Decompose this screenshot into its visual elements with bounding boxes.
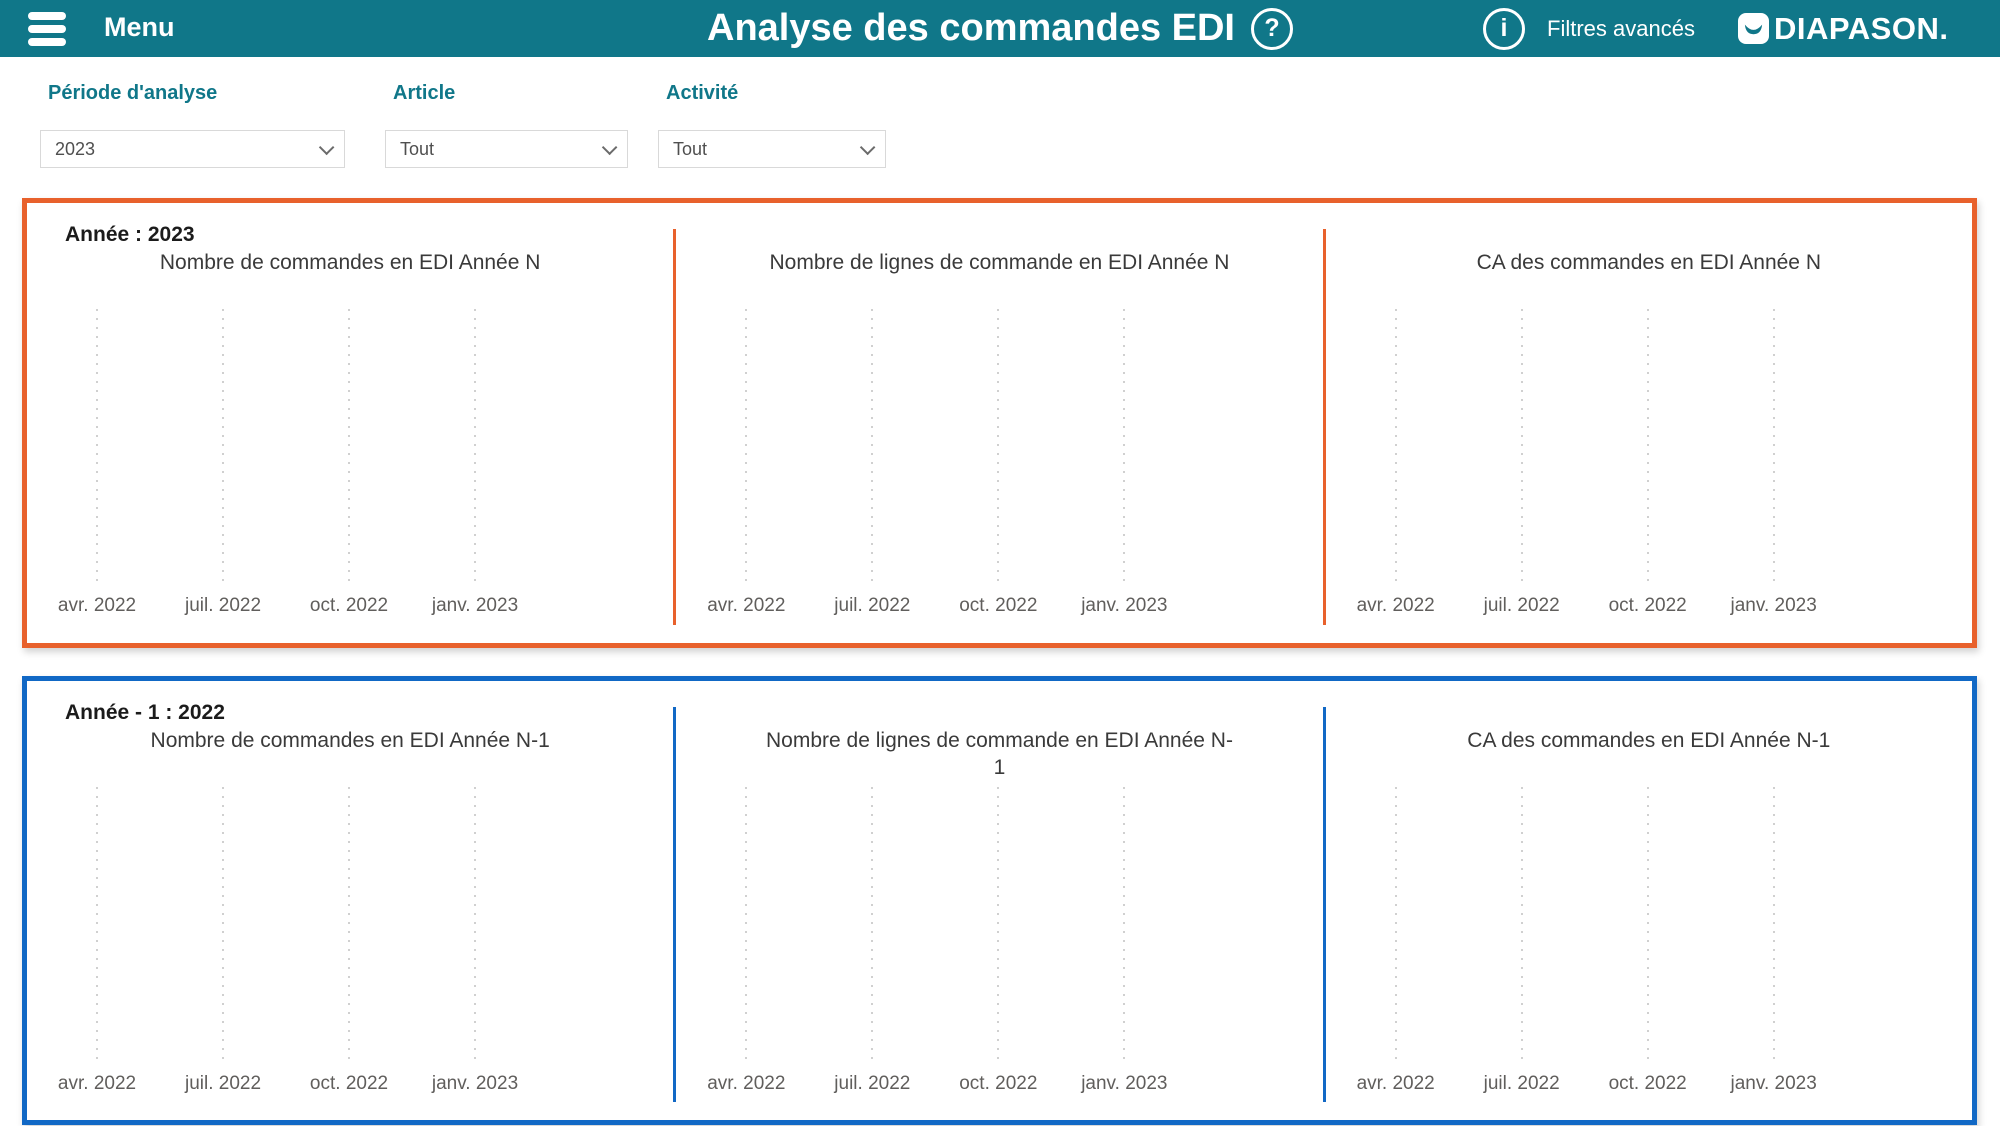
x-tick-label: oct. 2022	[959, 1073, 1038, 1094]
chart-ca-n[interactable]: CA des commandes en EDI Année N avr. 202…	[1326, 203, 1972, 643]
gridline	[1646, 309, 1649, 587]
section-year-previous: Année - 1 : 2022 Nombre de commandes en …	[22, 676, 1977, 1125]
x-tick-label: avr. 2022	[57, 595, 137, 616]
gridline	[348, 787, 350, 1065]
x-tick-label: oct. 2022	[1608, 595, 1687, 616]
gridline	[1394, 787, 1397, 1065]
x-tick-label: avr. 2022	[1356, 595, 1435, 616]
filter-periode-value: 2023	[55, 138, 96, 159]
title-area: Analyse des commandes EDI ?	[707, 0, 1293, 57]
panel-divider	[673, 229, 677, 625]
gridline	[1646, 787, 1649, 1065]
gridline	[1772, 787, 1775, 1065]
brand-logo: DIAPASON.	[1738, 0, 1948, 57]
chart-commandes-n1[interactable]: Nombre de commandes en EDI Année N-1 avr…	[27, 681, 673, 1120]
x-tick-label: juil. 2022	[1483, 1073, 1560, 1094]
filter-periode: Période d'analyse 2023	[40, 82, 345, 168]
panel-divider	[673, 707, 677, 1102]
filter-periode-dropdown[interactable]: 2023	[40, 130, 345, 168]
chart-commandes-n[interactable]: Nombre de commandes en EDI Année N avr. …	[27, 203, 673, 643]
gridline	[222, 787, 224, 1065]
x-tick-label: juil. 2022	[834, 595, 911, 616]
chevron-down-icon	[859, 139, 876, 155]
x-tick-label: oct. 2022	[309, 1073, 389, 1094]
gridline	[745, 787, 748, 1065]
chart-title: Nombre de lignes de commande en EDI Anné…	[766, 729, 1233, 780]
gridline	[871, 309, 874, 587]
gridline	[1520, 787, 1523, 1065]
gridline	[745, 309, 748, 587]
chart-ca-n1[interactable]: CA des commandes en EDI Année N-1 avr. 2…	[1326, 681, 1972, 1120]
brand-name: DIAPASON.	[1774, 10, 1949, 46]
gridline	[1520, 309, 1523, 587]
gridline	[222, 309, 224, 587]
chevron-down-icon	[601, 139, 618, 155]
charts-row: Nombre de commandes en EDI Année N-1 avr…	[27, 681, 1972, 1120]
menu-label[interactable]: Menu	[104, 12, 175, 42]
gridline	[997, 309, 1000, 587]
x-tick-label: avr. 2022	[707, 1073, 786, 1094]
chart-title: CA des commandes en EDI Année N	[1476, 251, 1821, 274]
help-icon[interactable]: ?	[1251, 7, 1293, 50]
info-icon: i	[1483, 7, 1525, 50]
gridline	[1123, 787, 1126, 1065]
x-tick-label: janv. 2023	[1081, 1073, 1168, 1094]
x-tick-label: oct. 2022	[309, 595, 389, 616]
gridline	[474, 787, 476, 1065]
x-tick-label: juil. 2022	[1483, 595, 1560, 616]
filter-activite: Activité Tout	[658, 82, 886, 168]
x-tick-label: avr. 2022	[1356, 1073, 1435, 1094]
chart-title: CA des commandes en EDI Année N-1	[1467, 729, 1831, 752]
x-tick-label: janv. 2023	[1081, 595, 1168, 616]
x-tick-label: juil. 2022	[834, 1073, 911, 1094]
chevron-down-icon	[318, 139, 335, 155]
filter-article-dropdown[interactable]: Tout	[385, 130, 628, 168]
gridline	[1123, 309, 1126, 587]
section-year-current: Année : 2023 Nombre de commandes en EDI …	[22, 198, 1977, 648]
filter-activite-dropdown[interactable]: Tout	[658, 130, 886, 168]
gridline	[871, 787, 874, 1065]
filter-activite-value: Tout	[673, 138, 708, 159]
diapason-logo-icon	[1738, 13, 1769, 44]
filter-article: Article Tout	[385, 82, 628, 168]
section-year-current-label: Année : 2023	[65, 223, 195, 246]
x-tick-label: avr. 2022	[57, 1073, 137, 1094]
hamburger-menu-icon[interactable]	[28, 7, 74, 50]
gridline	[474, 309, 476, 587]
filter-periode-label: Période d'analyse	[48, 82, 218, 104]
panel-divider	[1322, 707, 1326, 1102]
charts-row: Nombre de commandes en EDI Année N avr. …	[27, 203, 1972, 643]
section-year-previous-label: Année - 1 : 2022	[65, 701, 225, 724]
x-tick-label: oct. 2022	[959, 595, 1038, 616]
x-tick-label: oct. 2022	[1608, 1073, 1687, 1094]
gridline	[348, 309, 350, 587]
gridline	[1394, 309, 1397, 587]
x-tick-label: juil. 2022	[184, 595, 262, 616]
chart-lignes-n[interactable]: Nombre de lignes de commande en EDI Anné…	[676, 203, 1322, 643]
gridline	[96, 787, 98, 1065]
advanced-filters-button[interactable]: i Filtres avancés	[1483, 0, 1695, 57]
x-tick-label: janv. 2023	[431, 595, 519, 616]
page-title: Analyse des commandes EDI	[707, 7, 1235, 49]
gridline	[1772, 309, 1775, 587]
filter-activite-label: Activité	[666, 82, 739, 104]
x-tick-label: avr. 2022	[707, 595, 786, 616]
x-tick-label: juil. 2022	[184, 1073, 262, 1094]
x-tick-label: janv. 2023	[1730, 595, 1817, 616]
filter-article-value: Tout	[400, 138, 435, 159]
gridline	[997, 787, 1000, 1065]
chart-title: Nombre de commandes en EDI Année N-1	[150, 729, 550, 752]
panel-divider	[1322, 229, 1326, 625]
chart-lignes-n1[interactable]: Nombre de lignes de commande en EDI Anné…	[676, 681, 1322, 1120]
advanced-filters-label: Filtres avancés	[1547, 15, 1695, 41]
header-bar: Menu Analyse des commandes EDI ? i Filtr…	[0, 0, 2000, 57]
chart-title: Nombre de commandes en EDI Année N	[159, 251, 541, 274]
x-tick-label: janv. 2023	[431, 1073, 519, 1094]
gridline	[96, 309, 98, 587]
x-tick-label: janv. 2023	[1730, 1073, 1817, 1094]
filter-article-label: Article	[393, 82, 456, 104]
chart-title: Nombre de lignes de commande en EDI Anné…	[769, 251, 1230, 274]
